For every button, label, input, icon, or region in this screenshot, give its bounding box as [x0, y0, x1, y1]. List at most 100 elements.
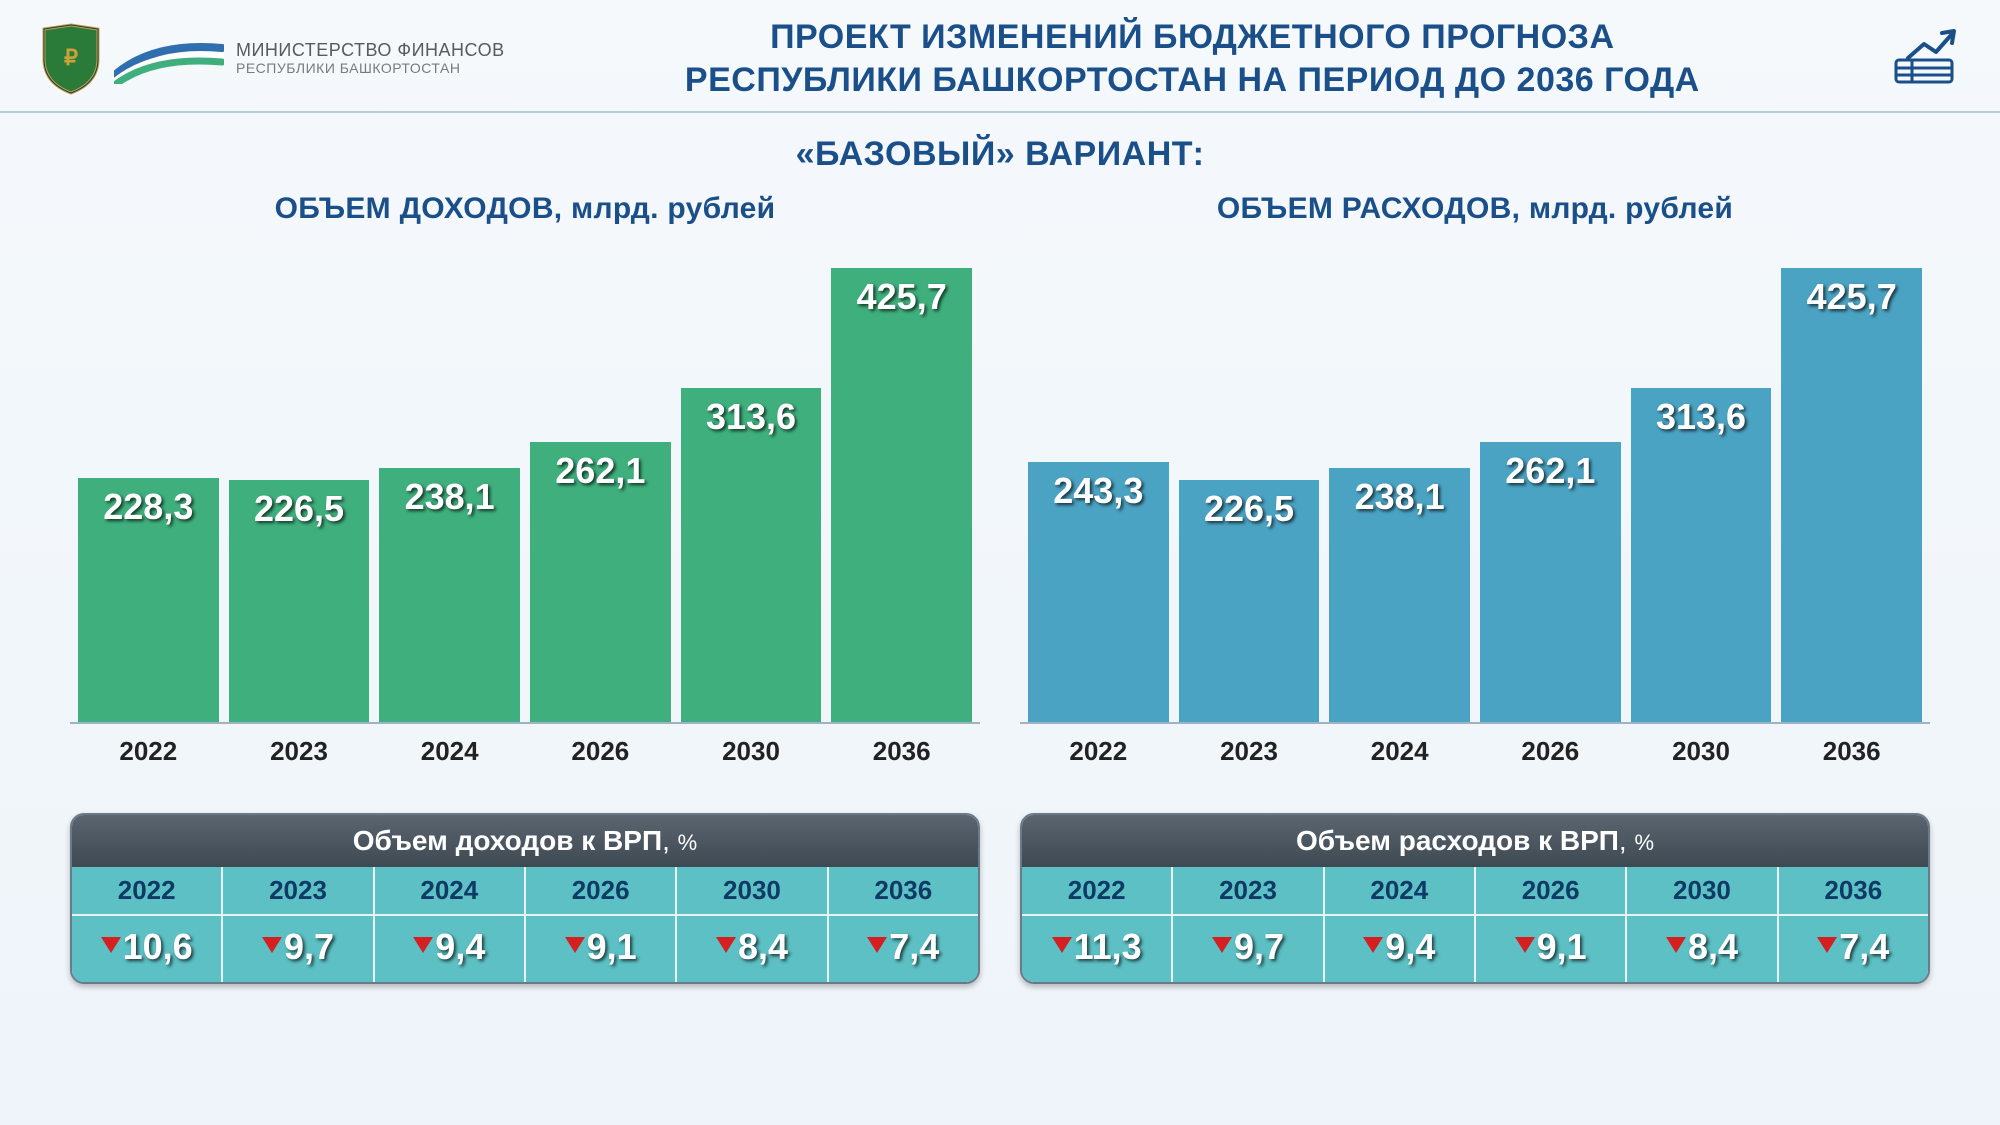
vrp-value-cell: 9,1 [1476, 916, 1627, 982]
vrp-value-text: 7,4 [1839, 926, 1889, 967]
header: ₽ МИНИСТЕРСТВО ФИНАНСОВ РЕСПУБЛИКИ БАШКО… [0, 0, 2000, 113]
expense-vrp-title-bold: Объем расходов к ВРП [1296, 825, 1619, 856]
vrp-value-cell: 10,6 [72, 916, 223, 982]
bar: 262,1 [530, 442, 671, 722]
bar: 243,3 [1028, 462, 1169, 722]
expense-vrp-title-pct: % [1634, 830, 1654, 855]
income-vrp-title-bold: Объем доходов к ВРП [353, 825, 662, 856]
category-label: 2022 [78, 736, 219, 767]
income-chart: ОБЪЕМ ДОХОДОВ, млрд. рублей 228,3226,5 23… [70, 192, 980, 767]
triangle-down-icon [716, 937, 736, 953]
swoosh-icon [114, 34, 224, 84]
bar-value-label: 425,7 [1807, 268, 1897, 318]
triangle-down-icon [867, 937, 887, 953]
category-label: 2024 [1329, 736, 1470, 767]
expense-categories: 202220232024202620302036 [1020, 724, 1930, 767]
category-label: 2036 [1781, 736, 1922, 767]
category-label: 2026 [530, 736, 671, 767]
vrp-value-cell: 9,7 [1173, 916, 1324, 982]
bar-slot: 238,1 [1329, 244, 1470, 722]
ministry-name: МИНИСТЕРСТВО ФИНАНСОВ РЕСПУБЛИКИ БАШКОРТ… [236, 41, 505, 76]
ministry-line1: МИНИСТЕРСТВО ФИНАНСОВ [236, 41, 505, 61]
vrp-year-cell: 2022 [1022, 867, 1173, 916]
income-bar-area: 228,3226,5 238,1 262,1 313,6 425,7 [70, 244, 980, 724]
vrp-value-text: 11,3 [1074, 926, 1142, 967]
triangle-down-icon [1052, 937, 1072, 953]
vrp-value-text: 9,1 [587, 926, 637, 967]
income-vrp-title-pct: % [678, 830, 698, 855]
bar: 262,1 [1480, 442, 1621, 722]
category-label: 2023 [229, 736, 370, 767]
vrp-value-cell: 7,4 [829, 916, 978, 982]
bar: 425,7 [1781, 268, 1922, 722]
income-categories: 2022 2023 2024 2026 2030 2036 [70, 724, 980, 767]
svg-text:₽: ₽ [64, 45, 78, 70]
vrp-year-cell: 2036 [829, 867, 978, 916]
bar-slot: 238,1 [379, 244, 520, 722]
expense-vrp-values: 11,3 9,7 9,4 9,1 8,4 7,4 [1022, 916, 1928, 982]
vrp-value-cell: 8,4 [1627, 916, 1778, 982]
expense-vrp-title-suffix: , [1619, 825, 1635, 856]
category-label: 2023 [1179, 736, 1320, 767]
bar: 238,1 [1329, 468, 1470, 722]
income-vrp-title-suffix: , [662, 825, 678, 856]
bar-value-label: 313,6 [706, 388, 796, 438]
vrp-year-cell: 2030 [677, 867, 828, 916]
triangle-down-icon [413, 937, 433, 953]
income-vrp-title: Объем доходов к ВРП, % [72, 815, 978, 867]
vrp-year-cell: 2024 [375, 867, 526, 916]
category-label: 2024 [379, 736, 520, 767]
category-label: 2030 [1631, 736, 1772, 767]
category-label: 2022 [1028, 736, 1169, 767]
vrp-year-cell: 2026 [526, 867, 677, 916]
triangle-down-icon [1212, 937, 1232, 953]
vrp-year-cell: 2023 [223, 867, 374, 916]
tables-row: Объем доходов к ВРП, % 20222023202420262… [0, 767, 2000, 984]
triangle-down-icon [1363, 937, 1383, 953]
vrp-value-cell: 7,4 [1779, 916, 1928, 982]
shield-icon: ₽ [40, 23, 102, 95]
expense-vrp-title: Объем расходов к ВРП, % [1022, 815, 1928, 867]
vrp-value-text: 9,1 [1537, 926, 1587, 967]
expense-chart-title: ОБЪЕМ РАСХОДОВ, млрд. рублей [1217, 192, 1733, 226]
bar-slot: 313,6 [1631, 244, 1772, 722]
vrp-year-cell: 2023 [1173, 867, 1324, 916]
bar-slot: 425,7 [1781, 244, 1922, 722]
vrp-value-text: 8,4 [1688, 926, 1738, 967]
bar-value-label: 262,1 [555, 442, 645, 492]
title-line2: РЕСПУБЛИКИ БАШКОРТОСТАН НА ПЕРИОД ДО 203… [505, 59, 1880, 102]
title-line1: ПРОЕКТ ИЗМЕНЕНИЙ БЮДЖЕТНОГО ПРОГНОЗА [505, 16, 1880, 59]
vrp-value-text: 9,4 [435, 926, 485, 967]
bar-slot: 228,3 [78, 244, 219, 722]
bar-slot: 243,3 [1028, 244, 1169, 722]
vrp-value-text: 7,4 [889, 926, 939, 967]
category-label: 2030 [681, 736, 822, 767]
vrp-value-text: 9,7 [1234, 926, 1284, 967]
bar-value-label: 238,1 [405, 468, 495, 518]
bar-slot: 226,5 [1179, 244, 1320, 722]
bar: 425,7 [831, 268, 972, 722]
bar: 226,5 [1179, 480, 1320, 722]
expense-chart: ОБЪЕМ РАСХОДОВ, млрд. рублей 243,3226,52… [1020, 192, 1930, 767]
category-label: 2036 [831, 736, 972, 767]
logo-block: ₽ МИНИСТЕРСТВО ФИНАНСОВ РЕСПУБЛИКИ БАШКО… [40, 23, 505, 95]
bar-value-label: 243,3 [1053, 462, 1143, 512]
vrp-year-cell: 2036 [1779, 867, 1928, 916]
vrp-value-text: 10,6 [123, 926, 193, 967]
triangle-down-icon [565, 937, 585, 953]
bar-value-label: 262,1 [1505, 442, 1595, 492]
vrp-value-text: 9,7 [284, 926, 334, 967]
expense-vrp-table: Объем расходов к ВРП, % 2022202320242026… [1020, 813, 1930, 984]
bar-slot: 262,1 [1480, 244, 1621, 722]
triangle-down-icon [1666, 937, 1686, 953]
bar: 226,5 [229, 480, 370, 722]
income-vrp-table: Объем доходов к ВРП, % 20222023202420262… [70, 813, 980, 984]
vrp-value-text: 8,4 [738, 926, 788, 967]
bar-slot: 226,5 [229, 244, 370, 722]
page-title: ПРОЕКТ ИЗМЕНЕНИЙ БЮДЖЕТНОГО ПРОГНОЗА РЕС… [505, 16, 1880, 101]
income-vrp-years: 202220232024202620302036 [72, 867, 978, 916]
vrp-value-cell: 9,4 [1325, 916, 1476, 982]
charts-row: ОБЪЕМ ДОХОДОВ, млрд. рублей 228,3226,523… [0, 174, 2000, 767]
income-chart-title: ОБЪЕМ ДОХОДОВ, млрд. рублей [275, 192, 776, 226]
vrp-year-cell: 2026 [1476, 867, 1627, 916]
